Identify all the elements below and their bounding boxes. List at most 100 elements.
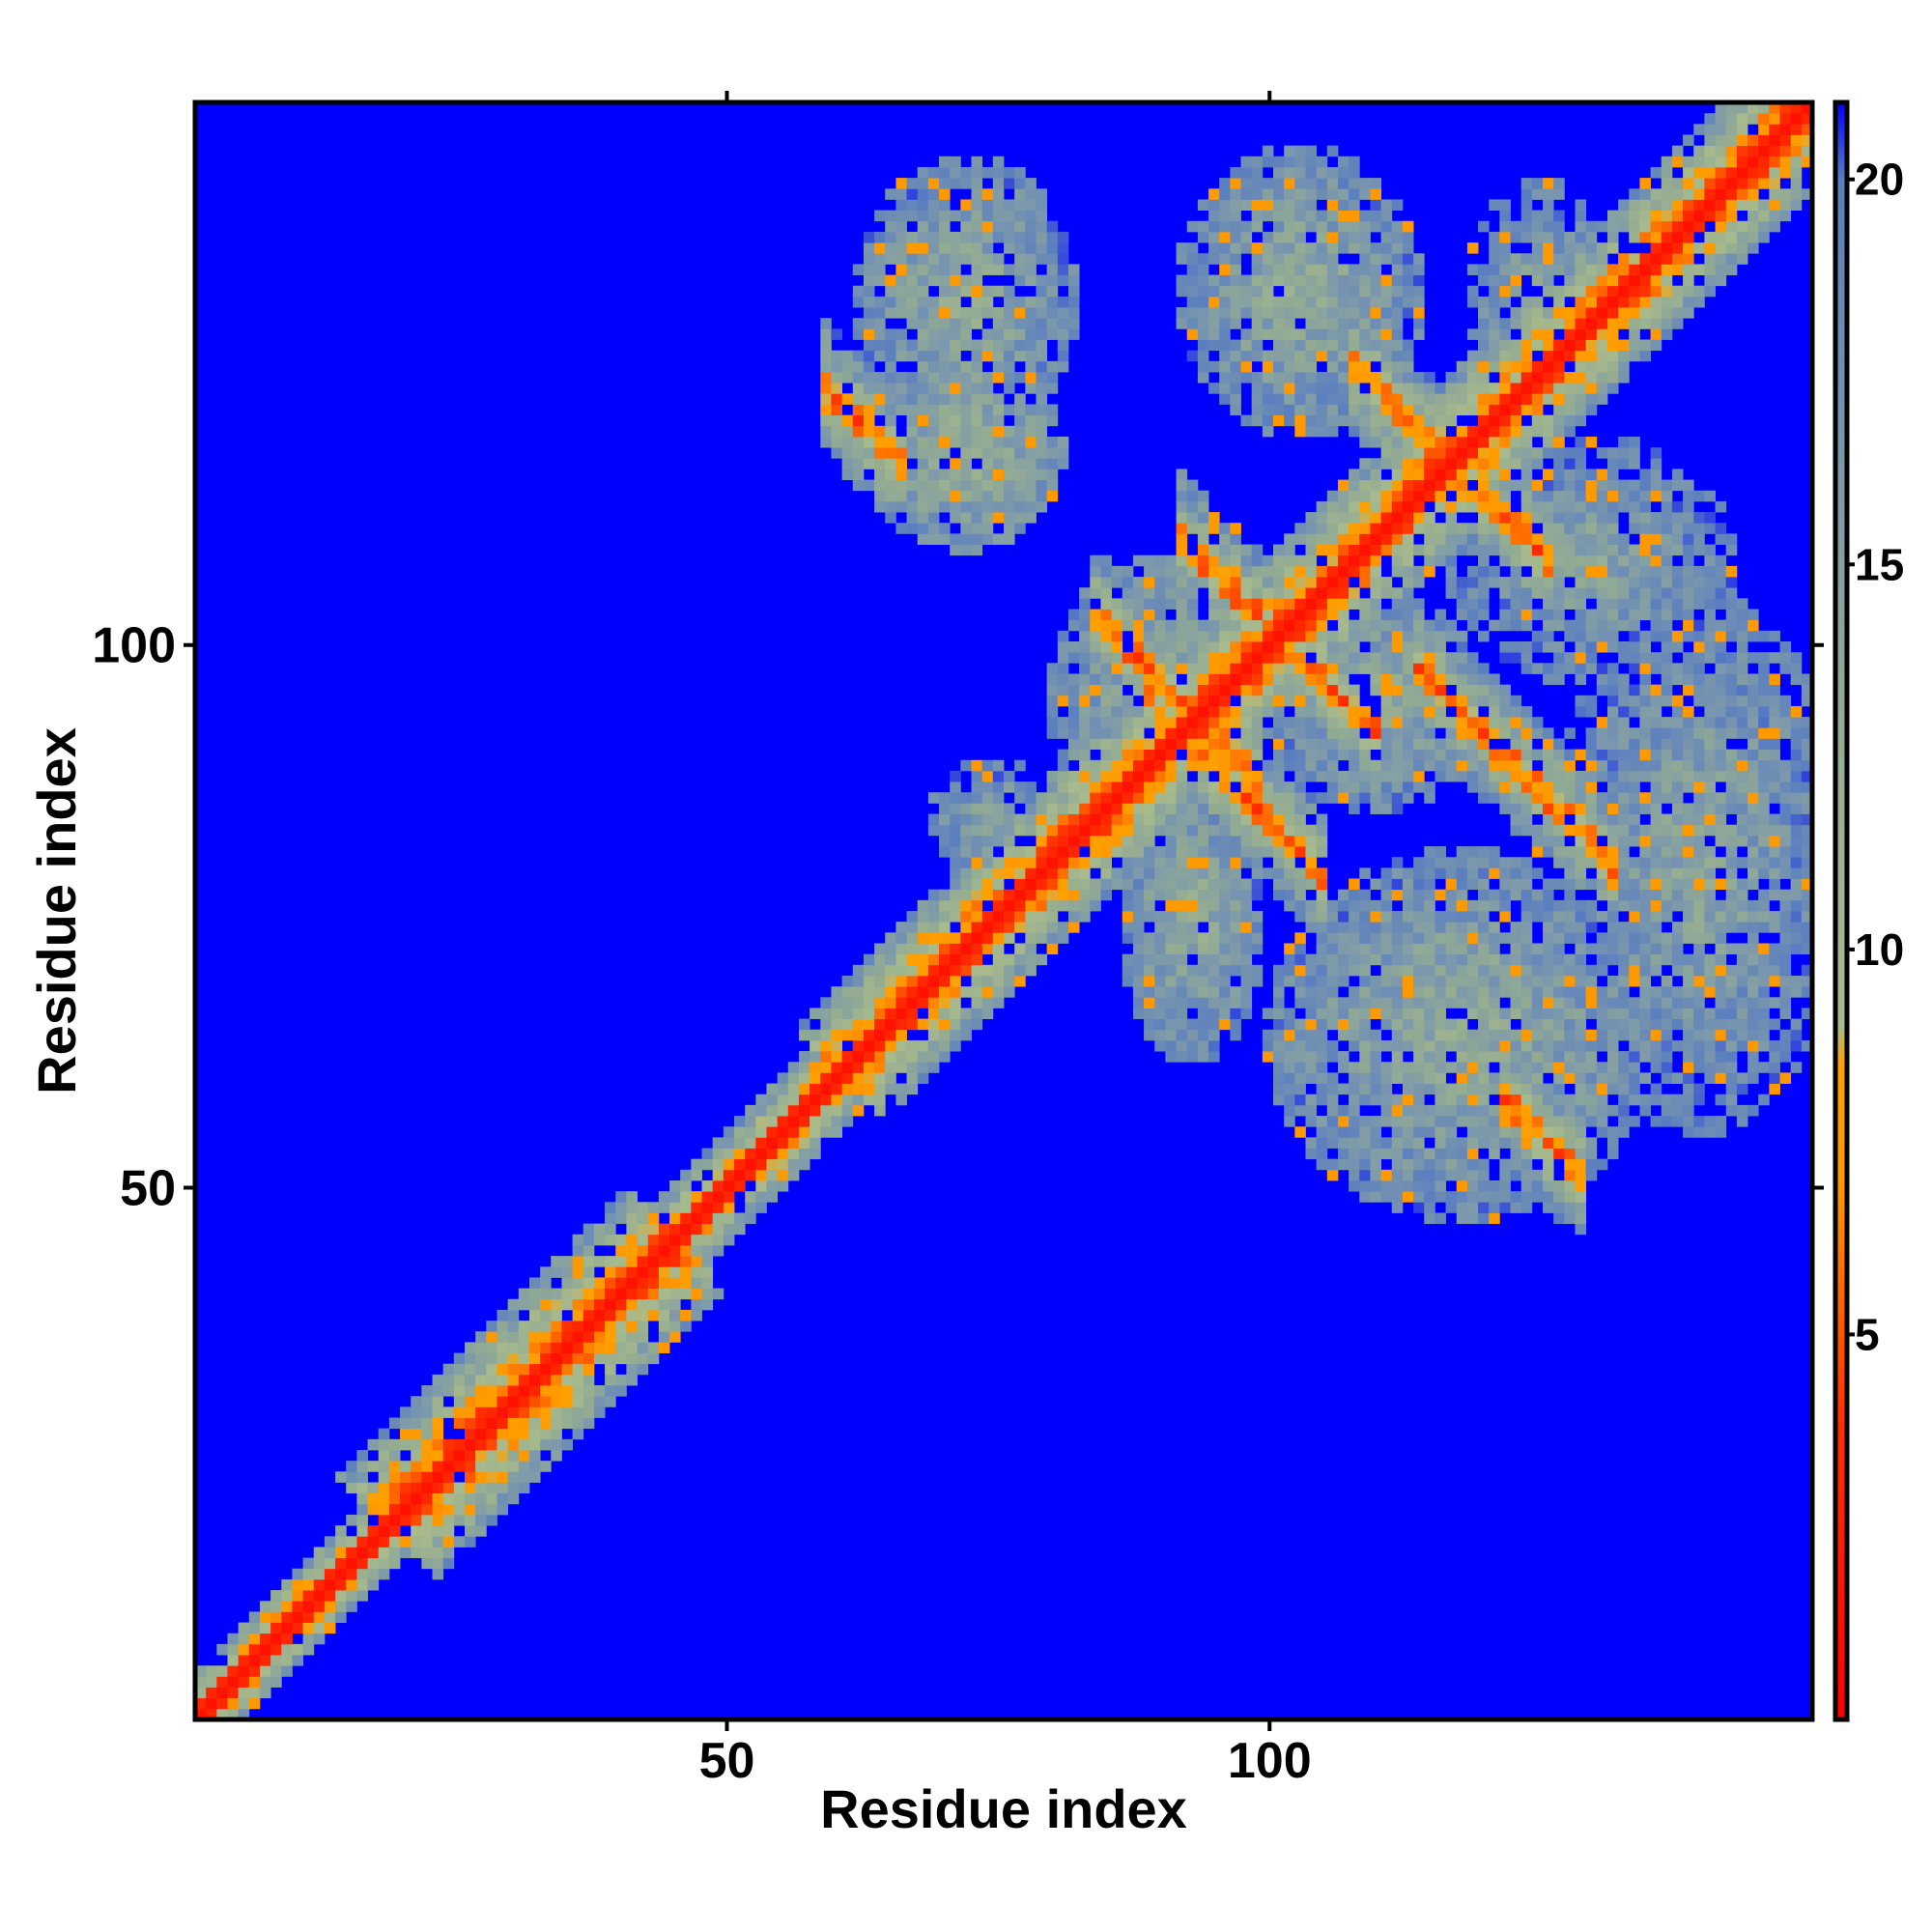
heatmap-cell: [1122, 792, 1134, 804]
heatmap-cell: [1284, 393, 1295, 405]
heatmap-cell: [874, 953, 886, 966]
heatmap-cell: [1543, 350, 1554, 362]
heatmap-cell: [874, 328, 886, 340]
heatmap-cell: [1337, 749, 1350, 761]
heatmap-cell: [798, 1062, 810, 1073]
heatmap-cell: [593, 1234, 606, 1246]
heatmap-cell: [1370, 1083, 1381, 1095]
heatmap-cell: [1510, 759, 1522, 772]
heatmap-cell: [1478, 1180, 1490, 1192]
heatmap-cell: [777, 1104, 789, 1117]
heatmap-cell: [1326, 253, 1339, 265]
heatmap-cell: [874, 1072, 886, 1084]
heatmap-cell: [1370, 565, 1381, 578]
heatmap-cell: [1413, 1180, 1425, 1192]
heatmap-cell: [810, 1094, 821, 1106]
heatmap-cell: [1370, 598, 1381, 610]
heatmap-cell: [1520, 922, 1533, 933]
heatmap-cell: [1046, 770, 1059, 782]
heatmap-cell: [1564, 727, 1576, 739]
heatmap-cell: [518, 1288, 530, 1300]
heatmap-cell: [1132, 813, 1145, 826]
heatmap-cell: [1144, 641, 1155, 653]
heatmap-cell: [1316, 1029, 1328, 1041]
heatmap-cell: [1004, 932, 1015, 944]
heatmap-cell: [1359, 533, 1371, 545]
heatmap-cell: [1380, 986, 1393, 998]
heatmap-cell: [1230, 738, 1241, 750]
heatmap-cell: [885, 469, 896, 480]
heatmap-cell: [206, 1708, 217, 1720]
heatmap-cell: [1025, 878, 1037, 891]
heatmap-cell: [1122, 565, 1134, 578]
heatmap-cell: [1466, 1202, 1479, 1213]
heatmap-cell: [1208, 846, 1220, 858]
heatmap-cell: [1402, 1062, 1414, 1073]
heatmap-cell: [1230, 188, 1241, 200]
heatmap-cell: [1531, 975, 1544, 987]
heatmap-cell: [1424, 554, 1435, 567]
heatmap-cell: [1057, 899, 1069, 912]
heatmap-cell: [1057, 663, 1069, 674]
heatmap-cell: [1391, 414, 1404, 427]
heatmap-cell: [1349, 663, 1360, 674]
heatmap-cell: [1111, 609, 1123, 621]
heatmap-cell: [1046, 813, 1059, 826]
heatmap-cell: [1219, 587, 1231, 599]
heatmap-cell: [1132, 609, 1145, 621]
heatmap-cell: [906, 339, 919, 352]
heatmap-cell: [1575, 846, 1587, 858]
heatmap-cell: [1186, 296, 1199, 308]
heatmap-cell: [981, 1008, 994, 1019]
heatmap-cell: [852, 975, 865, 987]
heatmap-cell: [960, 759, 972, 772]
heatmap-cell: [1359, 781, 1371, 793]
heatmap-cell: [1564, 878, 1576, 891]
heatmap-cell: [1402, 404, 1414, 416]
heatmap-cell: [1413, 1062, 1425, 1073]
heatmap-cell: [927, 1062, 940, 1073]
heatmap-cell: [1186, 695, 1199, 707]
heatmap-cell: [1262, 630, 1274, 642]
heatmap-cell: [1208, 781, 1220, 793]
heatmap-cell: [1402, 1116, 1414, 1127]
heatmap-cell: [572, 1385, 584, 1397]
heatmap-cell: [1456, 749, 1468, 761]
heatmap-cell: [400, 1417, 412, 1430]
heatmap-cell: [691, 1158, 702, 1171]
heatmap-cell: [1079, 609, 1091, 621]
heatmap-cell: [1543, 490, 1554, 502]
heatmap-cell: [1337, 350, 1350, 362]
heatmap-cell: [939, 899, 951, 912]
heatmap-cell: [1067, 727, 1080, 739]
heatmap-cell: [1337, 975, 1350, 987]
heatmap-cell: [1564, 274, 1576, 287]
heatmap-cell: [1197, 792, 1209, 804]
heatmap-cell: [1402, 544, 1414, 556]
heatmap-cell: [1370, 554, 1381, 567]
heatmap-cell: [1402, 414, 1414, 427]
heatmap-cell: [1132, 749, 1145, 761]
heatmap-cell: [1067, 835, 1080, 847]
heatmap-cell: [453, 1503, 466, 1516]
heatmap-cell: [971, 220, 983, 233]
heatmap-cell: [1046, 835, 1059, 847]
heatmap-cell: [1079, 824, 1091, 837]
heatmap-cell: [1294, 1039, 1306, 1052]
heatmap-cell: [1294, 1062, 1306, 1073]
heatmap-cell: [939, 393, 951, 405]
heatmap-cell: [1240, 695, 1253, 707]
heatmap-cell: [1230, 652, 1241, 664]
heatmap-cell: [1489, 1212, 1500, 1225]
heatmap-cell: [981, 878, 994, 891]
heatmap-cell: [712, 1148, 724, 1160]
heatmap-cell: [605, 1288, 616, 1300]
heatmap-cell: [1326, 997, 1339, 1009]
heatmap-cell: [1466, 1051, 1479, 1063]
heatmap-cell: [960, 404, 972, 416]
heatmap-cell: [1305, 663, 1318, 674]
heatmap-cell: [1305, 318, 1318, 329]
heatmap-cell: [1478, 792, 1490, 804]
heatmap-cell: [1326, 339, 1339, 352]
heatmap-cell: [1305, 835, 1318, 847]
